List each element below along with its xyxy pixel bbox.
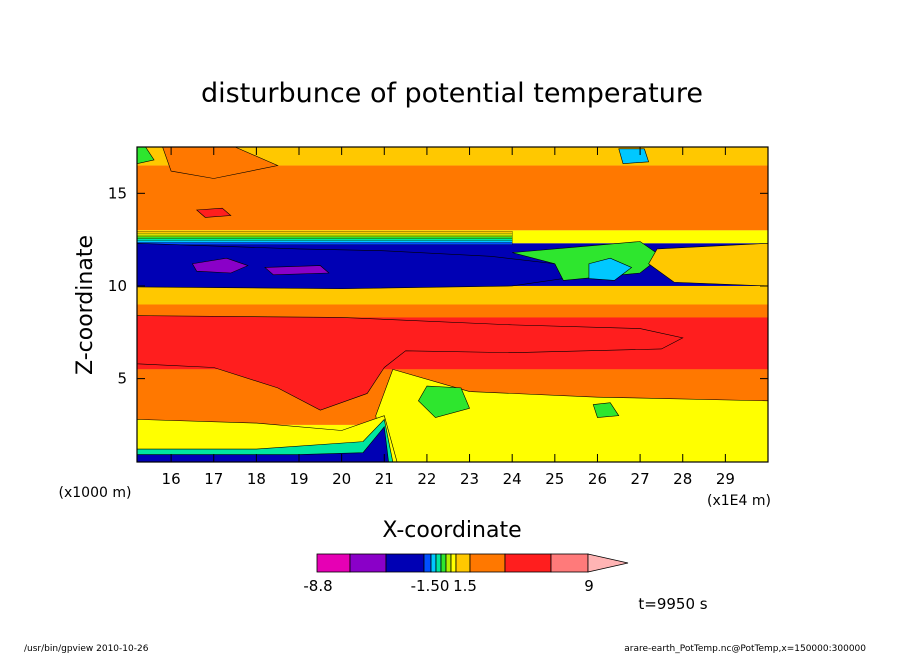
y-tick-label: 5: [117, 370, 127, 388]
x-tick-label: 24: [503, 470, 522, 488]
colorbar-segment: [550, 553, 589, 573]
contour-purple-patch-1: [191, 257, 249, 274]
contour-cyan-patch: [588, 257, 633, 281]
colorbar-label: 1.5: [453, 577, 477, 595]
colorbar-segment: [455, 553, 471, 573]
y-unit-label: (x1000 m): [59, 485, 132, 501]
x-tick-label: 16: [162, 470, 181, 488]
x-tick-label: 29: [716, 470, 735, 488]
x-tick-label: 26: [588, 470, 607, 488]
transition-stripe-6: [137, 242, 513, 245]
x-tick-label: 19: [289, 470, 308, 488]
contour-band-4: [137, 285, 768, 305]
x-tick-label: 28: [673, 470, 692, 488]
footer-right: arare-earth_PotTemp.nc@PotTemp,x=150000:…: [624, 644, 866, 654]
contour-green-low: [418, 385, 470, 418]
footer-left: /usr/bin/gpview 2010-10-26: [24, 644, 149, 654]
y-tick-label: 10: [108, 277, 127, 295]
contour-upper-orange: [162, 147, 279, 179]
x-tick-label: 25: [545, 470, 564, 488]
contour-cyan-top: [618, 148, 650, 164]
colorbar-segment: [440, 553, 447, 573]
x-tick-label: 20: [332, 470, 351, 488]
y-tick-label: 15: [108, 184, 127, 202]
contour-red-maximum: [137, 315, 684, 411]
contour-red-spot: [195, 207, 232, 218]
time-label: t=9950 s: [638, 595, 707, 613]
x-tick-label: 18: [247, 470, 266, 488]
contour-field: [137, 147, 768, 462]
x-tick-label: 22: [417, 470, 436, 488]
colorbar-label: 9: [584, 577, 594, 595]
contour-band-0: [137, 147, 768, 166]
x-axis-label: X-coordinate: [382, 518, 521, 543]
x-tick-label: 23: [460, 470, 479, 488]
plot-area: 16 17 18 19 20 21 22 23 24 25 26 27 28 29 5 10 15: [108, 146, 769, 488]
colorbar-segment: [385, 553, 425, 573]
x-tick-label: 17: [204, 470, 223, 488]
colorbar-segment: [349, 553, 387, 573]
colorbar-segment: [430, 553, 437, 573]
colorbar-segment: [469, 553, 506, 573]
plot-frame: [136, 146, 769, 463]
colorbar-segment: [450, 553, 457, 573]
colorbar: [316, 553, 629, 573]
colorbar-segment: [445, 553, 452, 573]
colorbar-label: -1.50: [411, 577, 450, 595]
x-tick-label: 27: [631, 470, 650, 488]
colorbar-labels: -8.8 -1.50 1.5 9: [303, 577, 593, 595]
contour-green-corner: [137, 147, 155, 164]
colorbar-segment: [423, 553, 432, 573]
x-unit-label: (x1E4 m): [707, 493, 771, 509]
colorbar-segment: [504, 553, 552, 573]
contour-band-1: [137, 165, 768, 231]
contour-yellow-east: [648, 243, 768, 287]
contour-surface-green: [137, 418, 394, 462]
chart-title: disturbunce of potential temperature: [201, 78, 703, 109]
y-axis-label: Z-coordinate: [73, 235, 98, 375]
x-tick-label: 21: [375, 470, 394, 488]
colorbar-label: -8.8: [303, 577, 332, 595]
colorbar-segment: [316, 553, 351, 573]
colorbar-arrow: [587, 553, 629, 573]
y-ticks: 5 10 15: [108, 184, 768, 388]
contour-purple-patch-2: [264, 265, 330, 276]
x-ticks: 16 17 18 19 20 21 22 23 24 25 26 27 28 29: [162, 147, 735, 488]
colorbar-segment: [435, 553, 442, 573]
contour-green-small: [592, 402, 620, 418]
